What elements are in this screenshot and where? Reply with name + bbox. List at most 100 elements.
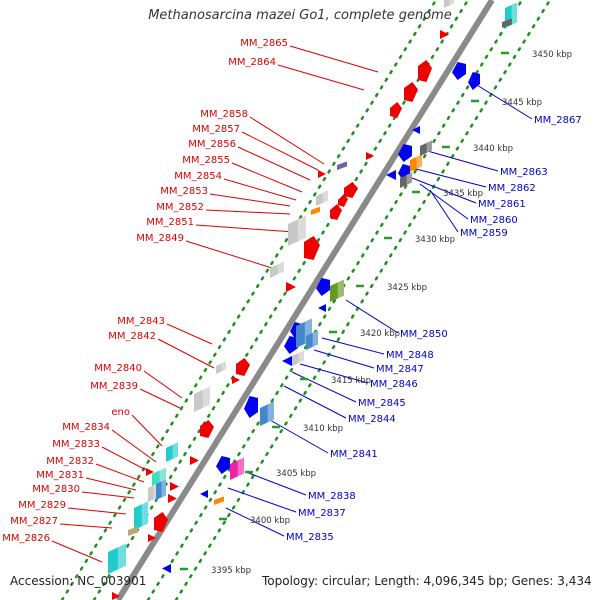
gene-mm-2826-shade: [117, 543, 127, 570]
callout-left: [185, 240, 273, 269]
callout-right: [471, 81, 533, 120]
callout-left: [95, 463, 145, 483]
gene-mm-2829-shade: [141, 501, 148, 527]
gene-small-blue-2: [318, 304, 326, 312]
callout-left: [59, 523, 113, 529]
gene-label: MM_2830: [32, 484, 80, 495]
callout-left: [101, 446, 147, 471]
gene-mm-2837-shade: [237, 457, 244, 477]
gene-label: MM_2848: [386, 350, 434, 361]
gene-mm-2842: [216, 361, 226, 374]
gene-mm-2846-left-shade: [277, 261, 285, 275]
callout-left: [81, 491, 135, 499]
callout-left: [51, 540, 103, 563]
gene-label: eno: [111, 407, 130, 418]
callout-right: [411, 167, 487, 188]
callout-left: [143, 370, 183, 399]
gene-mm-2859: [420, 140, 433, 156]
gene-label: MM_2851: [146, 217, 194, 228]
scale-tick-label: 3415 kbp: [331, 376, 371, 386]
gene-label: MM_2835: [286, 532, 334, 543]
callout-left: [277, 64, 365, 91]
gene-mm-2859-body: [420, 140, 432, 156]
gene-label: MM_2829: [18, 500, 66, 511]
gene-label: MM_2861: [478, 199, 526, 210]
gene-mm-2850a: [316, 278, 330, 296]
scale-tick-label: 3425 kbp: [387, 283, 427, 293]
gene-mm-2860: [410, 154, 423, 172]
callout-right: [313, 349, 375, 369]
gene-label: MM_2833: [52, 439, 100, 450]
scale-tick-label: 3420 kbp: [360, 329, 400, 339]
callout-left: [111, 429, 157, 463]
gene-top-dark: [502, 18, 512, 28]
gene-mm-2839-tri: [232, 376, 240, 384]
gene-mm-2829-body: [134, 501, 148, 530]
scale-tick-label: 3435 kbp: [443, 189, 483, 199]
gene-mm-2841b-body: [260, 401, 274, 426]
scale-tick-label: 3395 kbp: [211, 566, 251, 576]
gene-mm-2863: [398, 144, 412, 162]
callout-left: [67, 507, 127, 515]
gene-top-grey-body: [444, 0, 454, 8]
callout-left: [223, 178, 297, 201]
callout-left: [85, 477, 137, 491]
gene-mm-2834-shade: [172, 442, 179, 459]
gene-mm-2842-shade: [221, 361, 226, 372]
gene-mm-2859-shade: [426, 140, 433, 153]
gene-mm-2845-shade: [298, 350, 305, 363]
gene-mm-2834: [166, 442, 179, 462]
gene-label: MM_2843: [117, 316, 165, 327]
gene-mm-2830-tri: [168, 494, 177, 503]
callout-right: [225, 507, 285, 537]
callout-left: [241, 131, 319, 171]
topology-text: Topology: circular; Length: 4,096,345 bp…: [262, 574, 592, 588]
track-guide-lines: [60, 0, 552, 600]
gene-label: MM_2856: [188, 139, 236, 150]
callout-left: [195, 224, 295, 233]
gene-mm-2838: [216, 456, 230, 474]
gene-mm-2833: [146, 468, 154, 476]
gene-small-red: [440, 30, 449, 39]
guide-line-0: [92, 0, 470, 600]
gene-mm-2860-body: [410, 154, 422, 172]
gene-mm-2847b: [306, 330, 319, 350]
callout-left: [209, 193, 291, 207]
callout-right: [227, 487, 297, 513]
gene-label: MM_2857: [192, 124, 240, 135]
callout-left: [205, 209, 291, 215]
scale-tick-label: 3400 kbp: [250, 516, 290, 526]
gene-mm-2849b-shade: [297, 215, 306, 242]
gene-label: MM_2841: [330, 449, 378, 460]
guide-line-1: [60, 0, 438, 600]
gene-label: MM_2831: [36, 470, 84, 481]
gene-label: MM_2858: [200, 109, 248, 120]
callout-right: [283, 385, 347, 419]
gene-label: MM_2838: [308, 491, 356, 502]
gene-mm-2862: [386, 170, 396, 180]
callout-right: [411, 177, 477, 204]
gene-label: MM_2845: [358, 398, 406, 409]
scale-tick-label: 3445 kbp: [502, 98, 542, 108]
guide-line-3: [174, 0, 552, 600]
gene-label: MM_2854: [174, 171, 222, 182]
gene-mm-2846-left-body: [270, 261, 284, 279]
gene-mm-2850-body: [330, 279, 344, 302]
gene-mm-2859b: [400, 172, 413, 188]
callout-right: [245, 471, 307, 496]
gene-mm-2845-body: [292, 350, 304, 366]
gene-label: MM_2837: [298, 508, 346, 519]
gene-mm-2849: [304, 236, 320, 260]
gene-label: MM_2867: [534, 115, 582, 126]
gene-mm-2826-body: [108, 543, 126, 574]
callout-left: [237, 146, 311, 181]
gene-mm-2839-shade: [202, 386, 211, 408]
callout-left: [157, 338, 215, 369]
scale-tick-label: 3405 kbp: [276, 469, 316, 479]
scale-tick-label: 3430 kbp: [415, 235, 455, 245]
gene-mm-2864: [404, 82, 418, 102]
callout-right: [291, 371, 357, 403]
gene-mm-2846: [282, 356, 292, 366]
gene-mm-2847b-shade: [312, 330, 319, 347]
